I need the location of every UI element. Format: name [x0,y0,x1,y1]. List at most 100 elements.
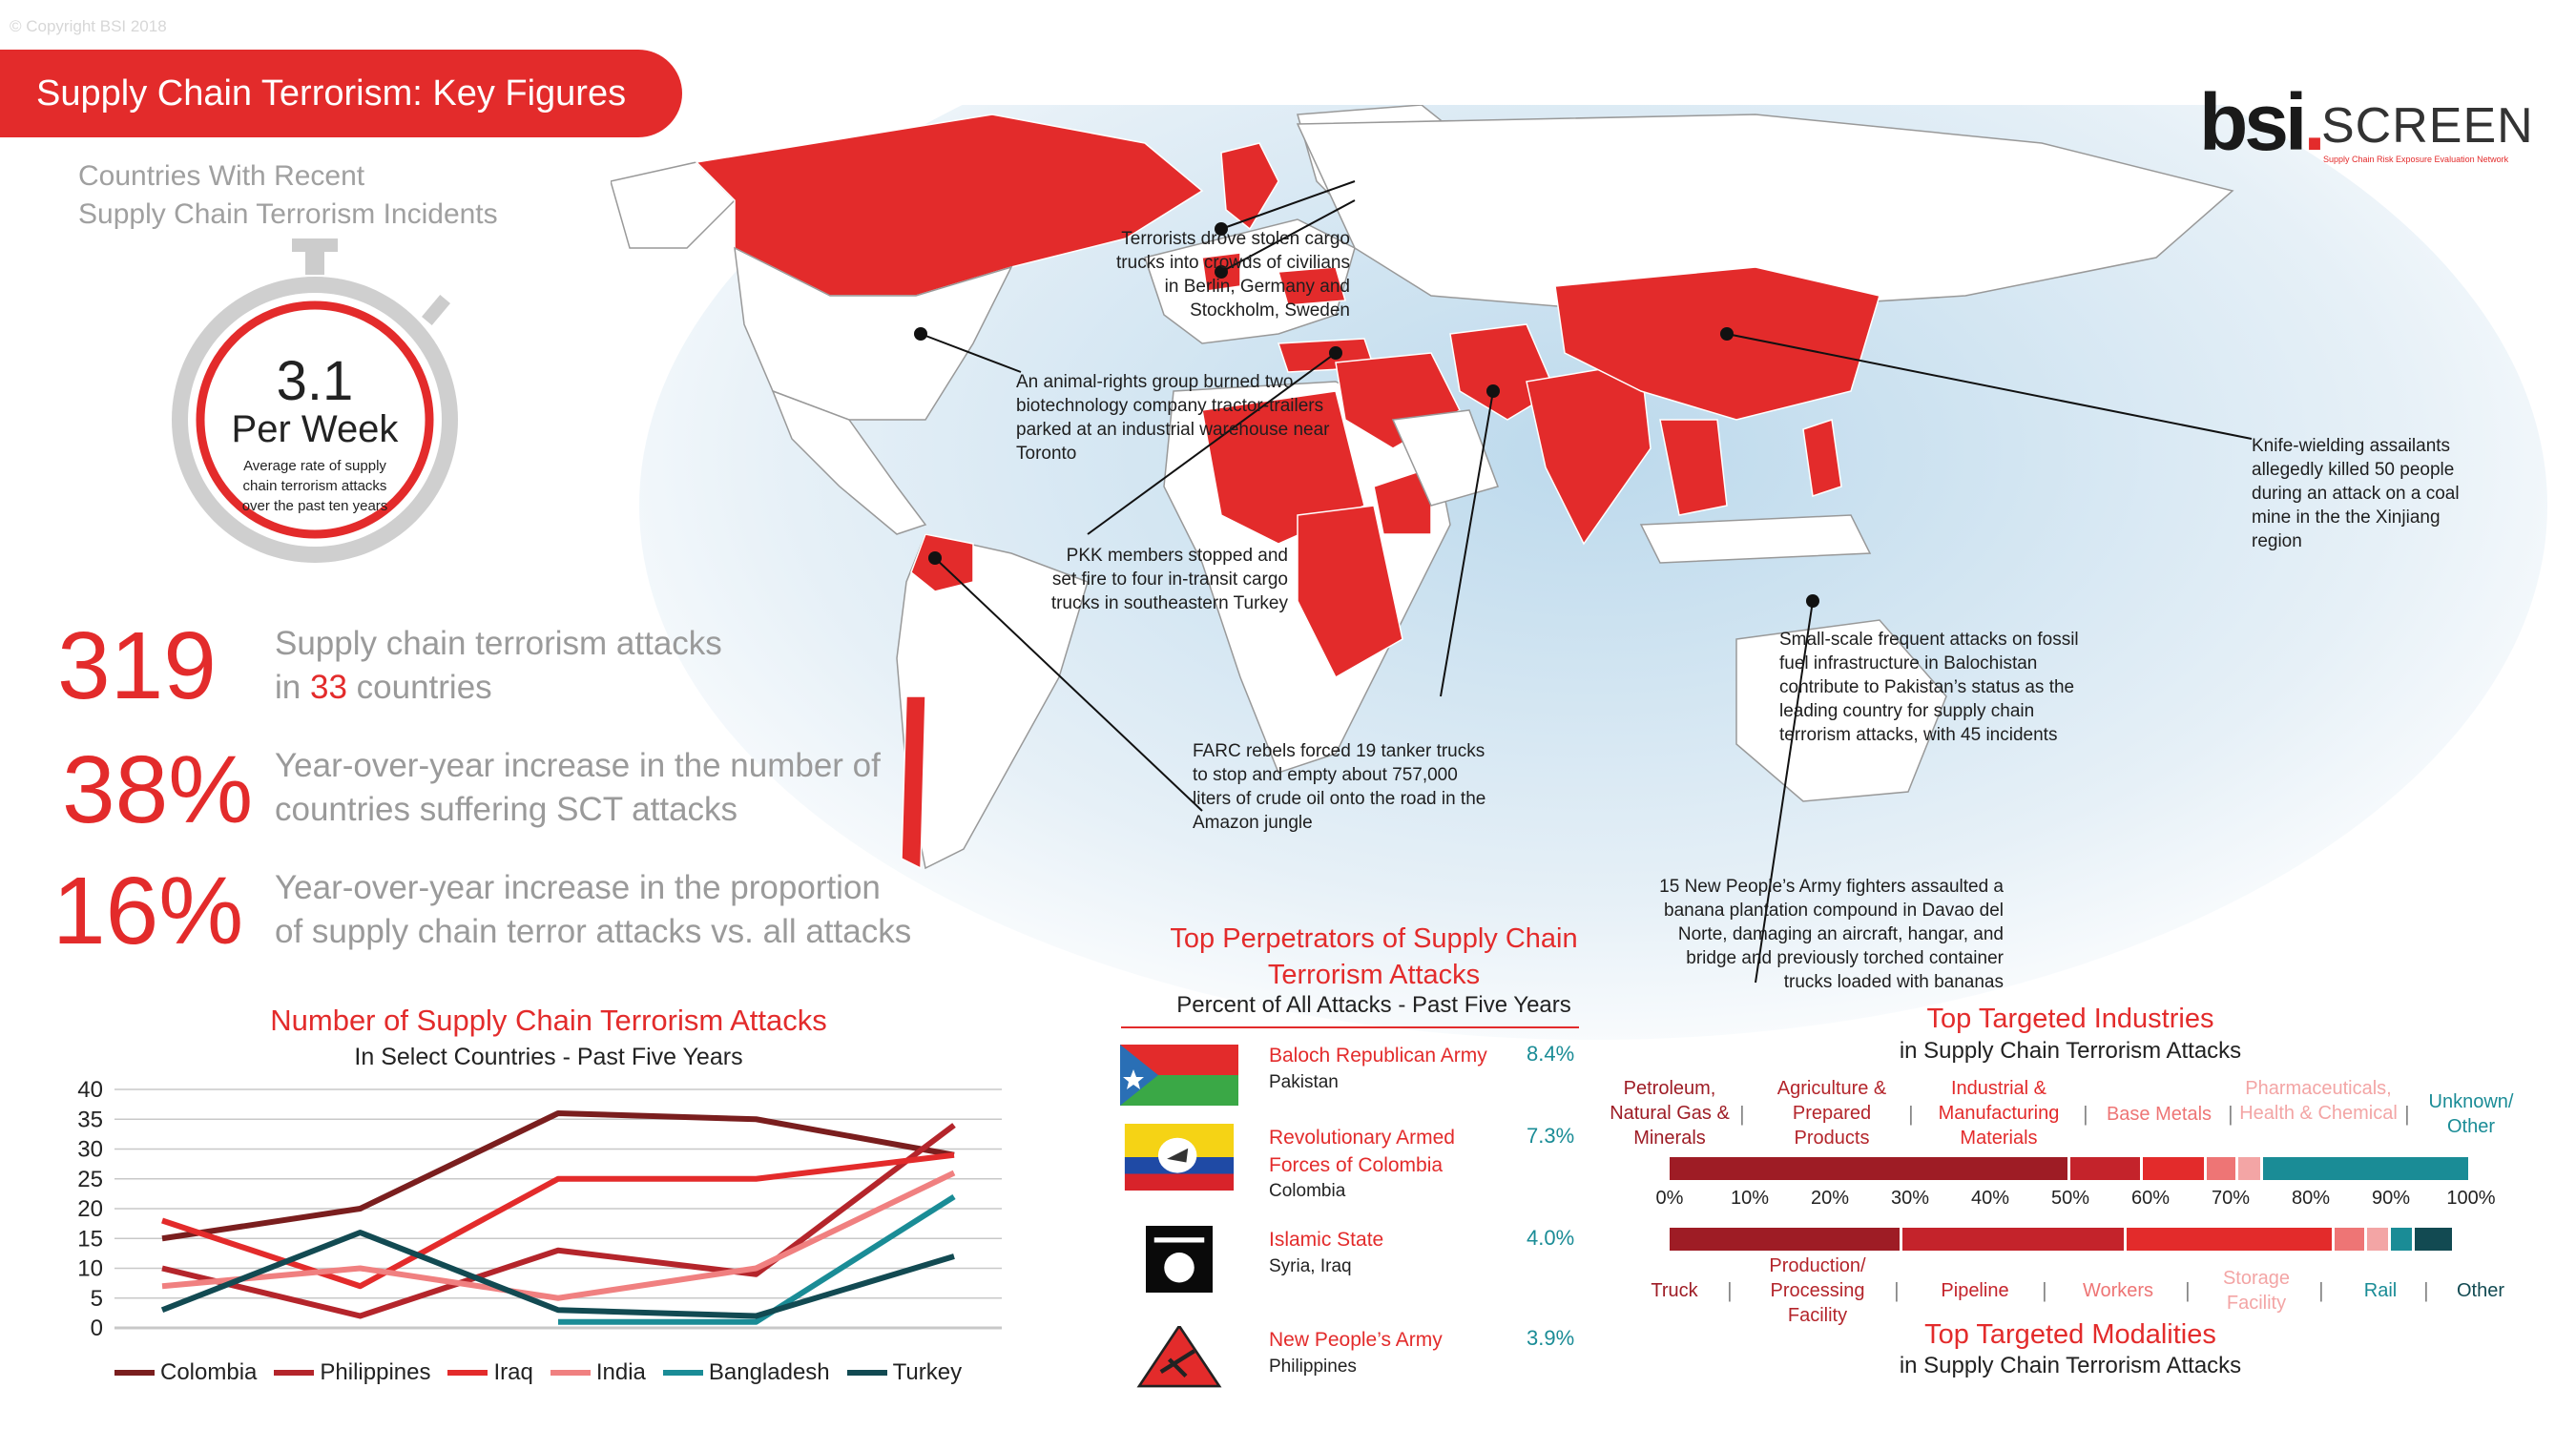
separator: | [2185,1278,2191,1302]
line-chart-svg: 0 5 10 15 20 25 30 35 40 [77,1078,1002,1341]
perpetrators-subtitle: Percent of All Attacks - Past Five Years [1176,992,1571,1018]
axis-tick-label: 70% [2211,1188,2251,1209]
perpetrator-name: Revolutionary Armed Forces of Colombia [1269,1127,1455,1176]
series-line-india [161,1170,956,1301]
stat-proportion-increase-number: 16% [52,858,244,964]
attack-rate-unit: Per Week [231,408,399,450]
bar-segment [2070,1157,2143,1180]
series-line-colombia [161,1110,955,1242]
page-title: Supply Chain Terrorism: Key Figures [0,50,682,137]
modalities-subtitle: in Supply Chain Terrorism Attacks [1899,1353,2242,1378]
arabia-shape [1391,409,1499,507]
legend-item-colombia: Colombia [114,1359,257,1386]
perpetrator-row-bra: Baloch Republican Army Pakistan 8.4% [1116,1042,1593,1137]
south-america-shape [896,533,1089,870]
china-shape [1554,266,1880,421]
perpetrator-country: Philippines [1269,1357,1357,1377]
legend-swatch [274,1370,315,1376]
bar-segment [2126,1228,2336,1251]
axis-tick-label: 20% [1810,1188,1850,1209]
separator: | [2228,1102,2233,1126]
attack-rate-value: 3.1 [276,350,354,412]
sweden-shape [1220,142,1279,231]
modality-label-storage: Storage Facility [2222,1268,2291,1314]
percent-axis: 0% 10% 20% 30% 40% 50% 60% 70% 80% 90% 100% [1641,1188,2500,1216]
axis-tick-label: 90% [2371,1188,2411,1209]
axis-tick-label: 30% [1890,1188,1930,1209]
philippines-shape [1802,419,1842,497]
annotation-toronto: An animal-rights group burned two biotec… [1016,372,1330,464]
screen-logo-text: SCREEN [2321,98,2534,154]
alaska-shape [610,161,737,249]
legend-label: Bangladesh [708,1359,830,1385]
modality-label-production: Production/ Processing Facility [1769,1255,1866,1326]
y-tick-label: 10 [77,1256,103,1282]
annotation-berlin-stockholm: Terrorists drove stolen cargo trucks int… [1116,229,1350,321]
modality-label-other: Other [2456,1280,2505,1301]
y-tick-label: 40 [77,1078,103,1103]
stat-attacks-text: Supply chain terrorism attacks in 33 cou… [275,625,722,706]
bar-segment [2415,1228,2456,1251]
bar-segment [2206,1157,2239,1180]
line-chart-subtitle: In Select Countries - Past Five Years [354,1044,743,1070]
perpetrator-percent: 8.4% [1527,1042,1575,1066]
perpetrator-row-npa: New People’s Army Philippines 3.9% [1116,1326,1593,1421]
perpetrators-divider [1121,1026,1579,1028]
bar-segment [2238,1157,2263,1180]
somalia-shape [1373,466,1432,535]
stat-countries-increase-number: 38% [62,736,254,843]
separator: | [2318,1278,2324,1302]
perpetrator-percent: 3.9% [1527,1326,1575,1350]
industries-title: Top Targeted Industries [1926,1004,2214,1034]
bar-segment [1670,1228,1902,1251]
npa-emblem-icon [1136,1326,1222,1388]
separator: | [1894,1278,1900,1302]
industry-label-industrial: Industrial & Manufacturing Materials [1938,1078,2060,1149]
separator: | [1727,1278,1733,1302]
modalities-stacked-bar [1670,1228,2471,1251]
baloch-flag-icon [1120,1045,1238,1106]
modalities-title: Top Targeted Modalities [1924,1319,2216,1350]
legend-label: Iraq [493,1359,533,1385]
separator: | [2423,1278,2429,1302]
perpetrator-row-is: Islamic State Syria, Iraq 4.0% [1116,1226,1593,1321]
chile-shape [901,695,926,870]
axis-tick-label: 50% [2050,1188,2090,1209]
perpetrator-name: Baloch Republican Army [1269,1045,1487,1067]
indonesia-shape [1639,514,1872,564]
y-tick-label: 0 [91,1315,103,1341]
modality-label-rail: Rail [2363,1280,2398,1301]
industry-label-base-metals: Base Metals [2106,1104,2212,1125]
russia-shape [1296,114,2234,316]
europe-shape [1144,218,1356,344]
legend-swatch [447,1370,488,1376]
bar-segment [2390,1228,2416,1251]
stat-proportion-increase-text: Year-over-year increase in the proportio… [275,869,912,950]
industries-stacked-bar [1670,1157,2471,1180]
annotation-turkey: PKK members stopped and set fire to four… [1050,546,1288,613]
bar-segment [2262,1157,2471,1180]
legend-swatch [114,1370,155,1376]
axis-tick-label: 100% [2446,1188,2496,1209]
bar-segment [1670,1157,2070,1180]
perpetrator-country: Syria, Iraq [1269,1256,1352,1276]
separator: | [2404,1102,2410,1126]
series-line-iraq [161,1151,955,1290]
stat-countries-increase-text: Year-over-year increase in the number of… [275,747,881,828]
legend-item-turkey: Turkey [846,1359,962,1386]
world-map-svg [610,0,2547,1040]
industry-label-unknown: Unknown/ Other [2428,1091,2514,1137]
bar-segment [2142,1157,2207,1180]
legend-label: Colombia [160,1359,258,1385]
bar-segment [2366,1228,2391,1251]
legend-item-iraq: Iraq [447,1359,533,1386]
separator: | [2083,1102,2088,1126]
annotation-pakistan: Small-scale frequent attacks on fossil f… [1779,630,2079,745]
ukraine-shape [1278,266,1346,306]
perpetrator-country: Pakistan [1269,1072,1339,1092]
line-chart-title: Number of Supply Chain Terrorism Attacks [270,1004,827,1037]
modality-label-workers: Workers [2082,1280,2154,1301]
y-tick-label: 20 [77,1196,103,1222]
farc-flag-icon [1124,1124,1235,1191]
separator: | [1739,1102,1745,1126]
